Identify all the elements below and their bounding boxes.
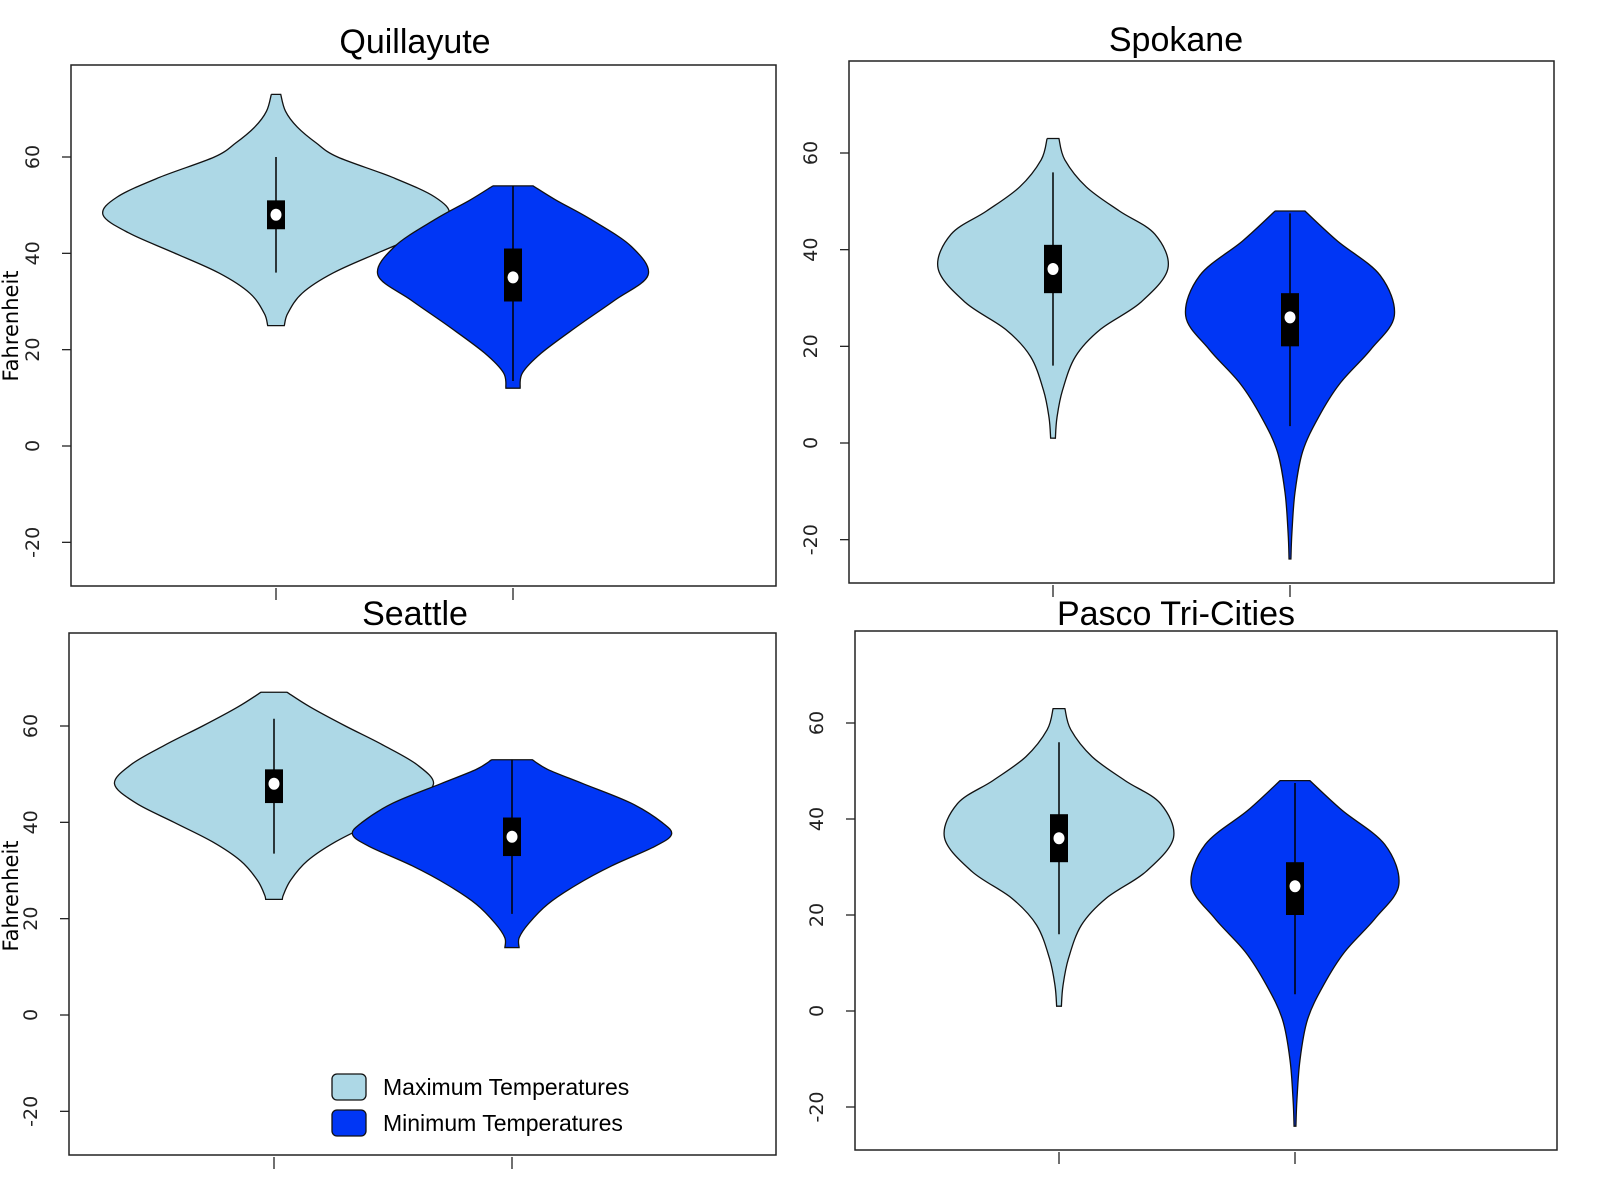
panel-pasco-tri-cities: Pasco Tri-Cities -20 0 20 40 60 [806,595,1558,1164]
median-dot [506,830,518,843]
y-tick-label: 20 [806,903,828,927]
plot-frame [68,632,777,1156]
panel-title: Pasco Tri-Cities [1057,595,1295,633]
y-tick-label: 0 [20,1009,42,1021]
y-tick-label: 40 [20,810,42,834]
median-dot [1289,880,1301,893]
y-tick-label: 20 [800,334,822,358]
plot-frame [848,60,1555,584]
plot-frame [854,630,1558,1151]
median-dot [1047,263,1059,275]
panel-seattle: Seattle -20 0 20 40 60 Fahrenheit [0,595,777,1169]
panel-title: Seattle [362,595,468,633]
panel-spokane: Spokane -20 0 20 40 60 [800,21,1555,597]
y-tick-label: 40 [806,807,828,831]
legend-label: Maximum Temperatures [383,1074,629,1100]
y-tick-label: -20 [22,527,44,558]
y-tick-label: 0 [22,440,44,452]
panel-quillayute: Quillayute -20 0 20 40 60 Fahrenheit [0,23,777,600]
y-axis-label: Fahrenheit [0,840,23,951]
y-tick-label: 20 [20,907,42,931]
median-dot [1284,311,1296,324]
plot-frame [70,64,777,587]
legend-label: Minimum Temperatures [383,1110,623,1136]
y-tick-label: 20 [22,338,44,362]
y-tick-label: 40 [22,241,44,265]
y-axis-label: Fahrenheit [0,270,23,381]
panel-title: Spokane [1109,21,1243,59]
y-tick-label: -20 [800,524,822,555]
y-tick-label: 0 [806,1005,828,1017]
median-dot [268,777,280,790]
y-tick-label: 60 [806,711,828,735]
y-tick-label: -20 [20,1096,42,1127]
panel-title: Quillayute [339,23,490,61]
y-tick-label: 0 [800,437,822,449]
y-tick-label: 60 [22,145,44,169]
y-tick-label: 60 [800,141,822,165]
median-dot [507,271,519,284]
y-tick-label: 60 [20,714,42,738]
y-tick-label: -20 [806,1091,828,1122]
legend: Maximum Temperatures Minimum Temperatures [331,1073,629,1137]
legend-swatch-max [331,1073,367,1101]
legend-swatch-min [331,1109,367,1137]
median-dot [270,208,282,221]
median-dot [1053,832,1065,845]
y-tick-label: 40 [800,238,822,262]
